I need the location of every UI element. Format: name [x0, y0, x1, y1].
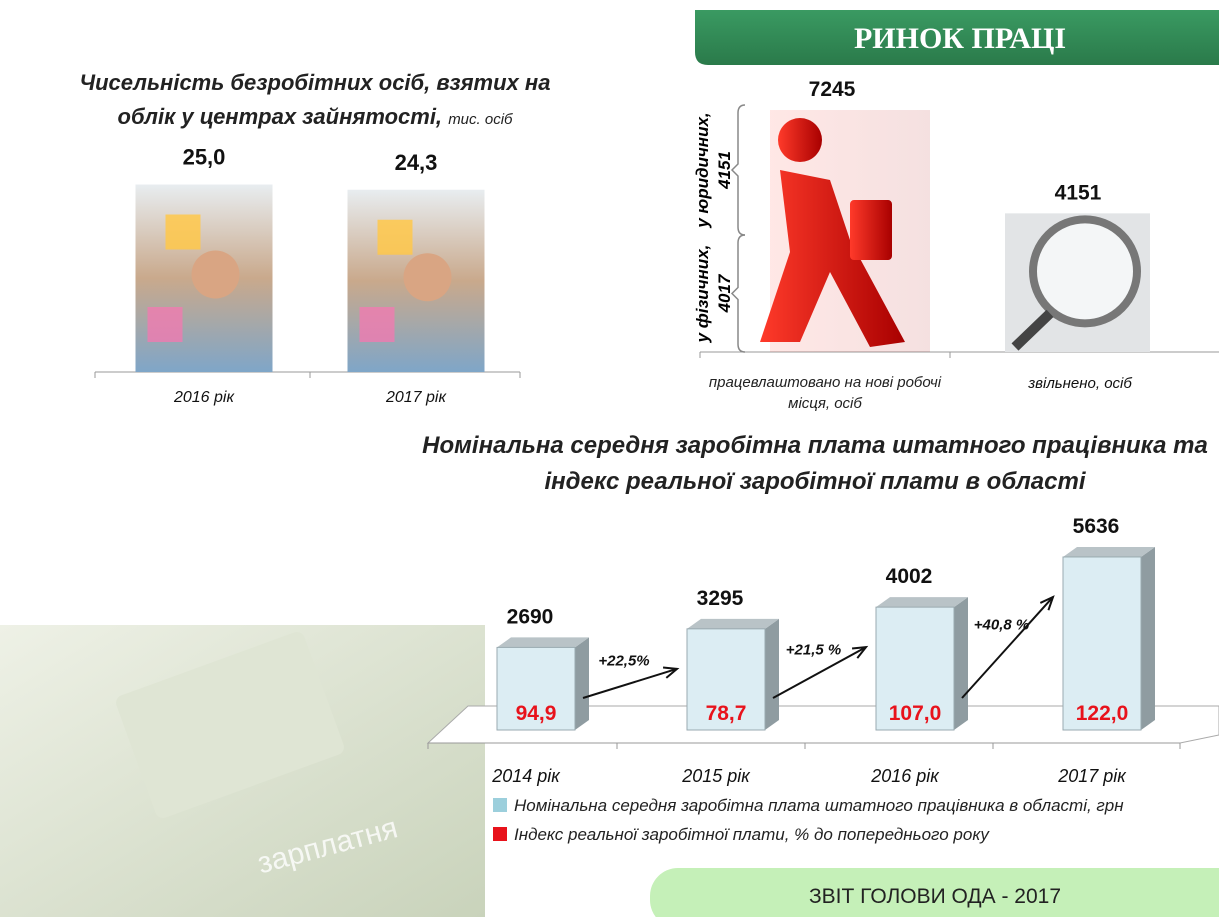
- category-label: працевлаштовано на нові робочі місця, ос…: [700, 372, 950, 414]
- category-label: звільнено, осіб: [1027, 375, 1132, 392]
- bar-side: [765, 619, 779, 730]
- breakdown-label: у юридичних,: [693, 112, 712, 228]
- bar-side: [954, 597, 968, 730]
- x-tick-label: 2014 рік: [491, 766, 561, 786]
- breakdown-value: 4017: [715, 273, 734, 313]
- sticky-note: [166, 215, 201, 250]
- legend-label: Номінальна середня заробітна плата штатн…: [514, 796, 1124, 815]
- bar-top: [497, 637, 589, 647]
- footer-text: ЗВІТ ГОЛОВИ ОДА - 2017: [809, 885, 1061, 908]
- value-label: 24,3: [395, 150, 438, 175]
- growth-annotation: +40,8 %: [974, 616, 1029, 633]
- index-label: 78,7: [706, 702, 747, 725]
- bar-side: [1141, 547, 1155, 730]
- sticky-note: [378, 220, 413, 255]
- bar-top: [876, 597, 968, 607]
- x-tick-label: 2017 рік: [385, 389, 447, 406]
- sticky-note: [360, 307, 395, 342]
- figure-head: [778, 118, 822, 162]
- value-label: 2690: [507, 605, 554, 628]
- figure-briefcase: [850, 200, 892, 260]
- x-tick-label: 2017 рік: [1057, 766, 1127, 786]
- value-label: 3295: [697, 587, 744, 610]
- chart-title: Чисельність безробітних осіб, взятих на …: [55, 66, 575, 137]
- breakdown-label: у фізичних,: [693, 245, 712, 344]
- growth-annotation: +21,5 %: [786, 642, 841, 659]
- value-label: 5636: [1073, 515, 1120, 538]
- index-label: 122,0: [1076, 702, 1129, 725]
- value-label: 7245: [809, 78, 856, 101]
- person-head: [192, 251, 240, 299]
- value-label: 4002: [886, 565, 933, 588]
- bar-side: [575, 637, 589, 730]
- header-title: РИНОК ПРАЦІ: [854, 22, 1066, 55]
- brace-label: у юридичних,4151: [693, 112, 734, 228]
- value-label: 25,0: [183, 145, 226, 170]
- breakdown-value: 4151: [715, 151, 734, 190]
- magnifier: [1033, 219, 1137, 323]
- x-tick-label: 2016 рік: [870, 766, 940, 786]
- person-head: [404, 253, 452, 301]
- index-label: 94,9: [516, 702, 557, 725]
- sticky-note: [148, 307, 183, 342]
- value-label: 4151: [1055, 181, 1102, 204]
- bar-top: [1063, 547, 1155, 557]
- page: зарплатня РИНОК ПРАЦІ ЗВІТ ГОЛОВИ ОДА - …: [0, 0, 1219, 917]
- growth-arrow: [583, 669, 677, 698]
- brace-label: у фізичних,4017: [693, 245, 734, 344]
- x-tick-label: 2016 рік: [173, 389, 235, 406]
- legend-swatch: [493, 827, 507, 841]
- legend-label: Індекс реальної заробітної плати, % до п…: [514, 825, 990, 844]
- index-label: 107,0: [889, 702, 942, 725]
- growth-annotation: +22,5%: [598, 652, 649, 669]
- legend-swatch: [493, 798, 507, 812]
- chart-title: Номінальна середня заробітна плата штатн…: [420, 428, 1210, 500]
- unit-text: тис. осіб: [448, 111, 512, 128]
- bar-top: [687, 619, 779, 629]
- growth-arrow: [962, 597, 1053, 698]
- x-tick-label: 2015 рік: [681, 766, 751, 786]
